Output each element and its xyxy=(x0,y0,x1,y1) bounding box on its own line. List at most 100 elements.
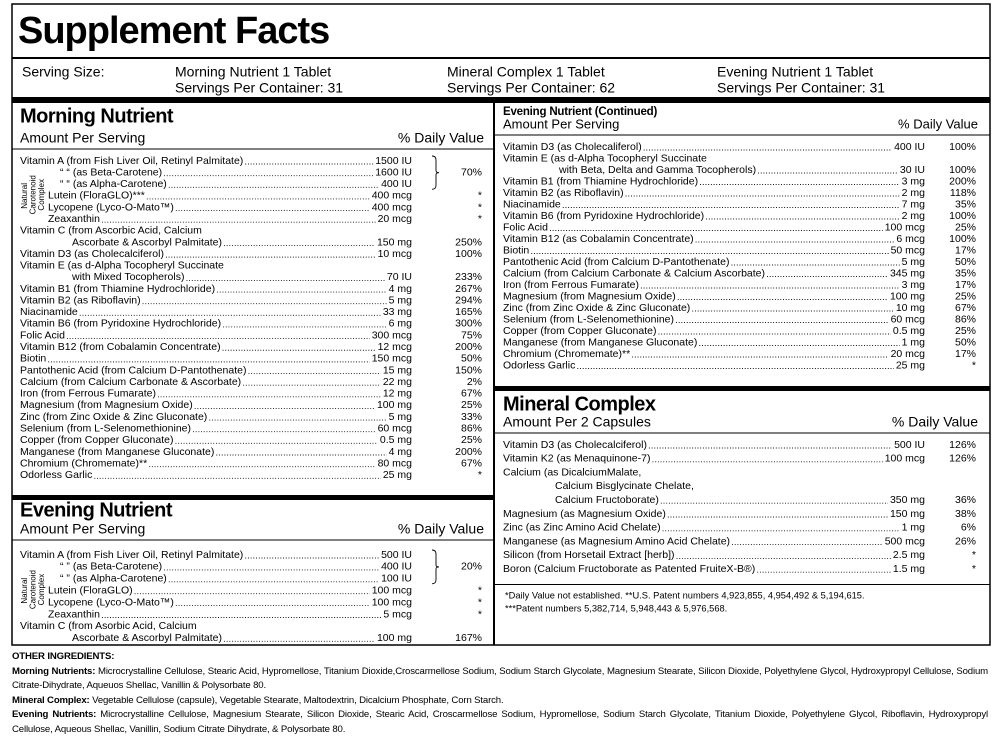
nutrient-amount: 12 mcg xyxy=(378,341,413,353)
daily-value: 25% xyxy=(461,399,482,411)
ingredient-text: Microcrystalline Cellulose, Stearic Acid… xyxy=(12,665,989,692)
daily-value: 67% xyxy=(955,302,976,314)
daily-value: 50% xyxy=(955,256,976,268)
nutrient-name: Magnesium (from Magnesium Oxide) xyxy=(20,399,193,411)
nutrient-amount: 0.5 mg xyxy=(893,325,925,337)
daily-value: 17% xyxy=(955,279,976,291)
nutrient-amount: 350 mg xyxy=(890,494,925,506)
ingredient-text: Microcrystalline Cellulose, Magnesium St… xyxy=(12,709,988,735)
nutrient-name: Vitamin A (from Fish Liver Oil, Retinyl … xyxy=(20,549,243,561)
nutrient-amount: 100 mg xyxy=(890,290,925,302)
nutrient-amount: 2.5 mg xyxy=(893,549,925,561)
dv-header: % Daily Value xyxy=(398,130,484,146)
nutrient-name: Lutein (FloraGLO) xyxy=(48,584,133,596)
daily-value: 17% xyxy=(955,348,976,360)
daily-value: 126% xyxy=(949,453,976,465)
nutrient-name: Vitamin E (as d-Alpha Tocopheryl Succina… xyxy=(503,152,707,164)
nutrient-name: Vitamin C (from Asorbic Acid, Calcium xyxy=(20,620,197,632)
daily-value: * xyxy=(478,213,482,225)
ingredient-paragraph: Evening Nutrients: Microcrystalline Cell… xyxy=(12,708,988,737)
daily-value: 17% xyxy=(955,244,976,256)
nutrient-amount: 60 mcg xyxy=(378,423,413,435)
daily-value: 25% xyxy=(955,221,976,233)
nutrient-name: Vitamin D3 (as Cholecalciferol) xyxy=(20,248,164,260)
nutrient-name: Vitamin B6 (from Pyridoxine Hydrochlorid… xyxy=(20,318,221,330)
nutrient-amount: 100 mg xyxy=(377,399,412,411)
serving-line: Servings Per Container: 62 xyxy=(447,80,615,96)
nutrient-amount: 400 IU xyxy=(381,561,412,573)
daily-value: 50% xyxy=(955,336,976,348)
section-title: Mineral Complex xyxy=(503,393,656,415)
nutrient-amount: 500 IU xyxy=(381,549,412,561)
nutrient-amount: 60 mcg xyxy=(891,313,926,325)
daily-value: 67% xyxy=(461,457,482,469)
nutrient-amount: 30 IU xyxy=(900,164,925,176)
nutrient-name: Lycopene (Lyco-O-Mato™) xyxy=(48,201,174,213)
nutrient-amount: 12 mg xyxy=(383,388,412,400)
rule xyxy=(12,57,990,59)
nutrient-name: Selenium (from L-Selenomethionine) xyxy=(503,313,674,325)
nutrient-name: with Mixed Tocopherols) xyxy=(71,271,184,283)
nutrient-amount: 3 mg xyxy=(902,175,926,187)
nutrient-amount: 5 mcg xyxy=(383,608,412,620)
nutrient-name: Zinc (from Zinc Oxide & Zinc Gluconate) xyxy=(503,302,690,314)
nutrient-name: Magnesium (from Magnesium Oxide) xyxy=(503,290,676,302)
nutrient-amount: 7 mg xyxy=(902,198,926,210)
daily-value: 100% xyxy=(949,164,976,176)
nutrient-name: “ “ (as Alpha-Carotene) xyxy=(60,178,167,190)
daily-value: 2% xyxy=(467,376,482,388)
nutrient-name: Silicon (from Horsetail Extract [herb]) xyxy=(503,549,675,561)
column-divider xyxy=(493,103,495,645)
nutrient-amount: 400 IU xyxy=(381,178,412,190)
nutrient-amount: 5 mg xyxy=(389,294,413,306)
nutrient-amount: 6 mg xyxy=(389,318,413,330)
nutrient-amount: 20 mcg xyxy=(891,348,926,360)
nutrient-name: Iron (from Ferrous Fumarate) xyxy=(503,279,639,291)
daily-value: * xyxy=(478,469,482,481)
daily-value: 50% xyxy=(461,353,482,365)
daily-value: 300% xyxy=(455,318,482,330)
nutrient-name: Vitamin B1 (from Thiamine Hydrochloride) xyxy=(503,175,698,187)
nutrient-name: Chromium (Chromemate)** xyxy=(20,457,147,469)
nutrient-amount: 25 mg xyxy=(383,469,412,481)
daily-value: 25% xyxy=(461,434,482,446)
nutrient-amount: 400 IU xyxy=(894,141,925,153)
nutrient-amount: 1 mg xyxy=(902,336,926,348)
nutrient-amount: 10 mg xyxy=(896,302,925,314)
daily-value: 200% xyxy=(949,175,976,187)
amount-header: Amount Per 2 Capsules xyxy=(503,414,651,430)
nutrient-name: Odorless Garlic xyxy=(503,359,575,371)
nutrient-name: with Beta, Delta and Gamma Tocopherols) xyxy=(558,164,756,176)
nutrient-name: Biotin xyxy=(503,244,529,256)
nutrient-amount: 400 mcg xyxy=(372,201,412,213)
nutrient-name: Lycopene (Lyco-O-Mato™) xyxy=(48,596,174,608)
nutrient-name: Vitamin B2 (as Riboflavin) xyxy=(503,187,624,199)
amount-header: Amount Per Serving xyxy=(503,116,619,131)
daily-value: 267% xyxy=(455,283,482,295)
nutrient-amount: 100 mcg xyxy=(372,596,412,608)
nutrient-amount: 22 mg xyxy=(383,376,412,388)
serving-line: Evening Nutrient 1 Tablet xyxy=(717,64,873,80)
nutrient-name: Vitamin E (as d-Alpha Tocopheryl Succina… xyxy=(20,260,224,272)
nutrient-name: Iron (from Ferrous Fumarate) xyxy=(20,388,156,400)
nutrient-amount: 80 mcg xyxy=(378,457,413,469)
daily-value: 167% xyxy=(455,632,482,644)
nutrient-name: “ ” (as Beta-Carotene) xyxy=(60,561,162,573)
panel-title: Supplement Facts xyxy=(18,10,329,52)
daily-value: * xyxy=(478,190,482,202)
serving-line: Morning Nutrient 1 Tablet xyxy=(175,64,331,80)
nutrient-amount: 0.5 mg xyxy=(380,434,412,446)
nutrient-name: Ascorbate & Ascorbyl Palmitate) xyxy=(72,236,222,248)
nutrient-name: Calcium (from Calcium Carbonate & Calciu… xyxy=(503,267,765,279)
nutrient-name: Manganese (from Manganese Gluconate) xyxy=(20,446,214,458)
daily-value: 233% xyxy=(455,271,482,283)
nutrient-amount: 5 mg xyxy=(902,256,926,268)
nutrient-name: Vitamin D3 (as Cholecalciferol) xyxy=(503,439,647,451)
nutrient-name: Vitamin B12 (from Cobalamin Concentrate) xyxy=(20,341,221,353)
daily-value: 20% xyxy=(461,561,482,573)
daily-value: 126% xyxy=(949,439,976,451)
daily-value: 35% xyxy=(955,198,976,210)
nutrient-amount: 25 mg xyxy=(896,359,925,371)
nutrient-name: Magnesium (as Magnesium Oxide) xyxy=(503,508,666,520)
nutrient-amount: 15 mg xyxy=(383,364,412,376)
